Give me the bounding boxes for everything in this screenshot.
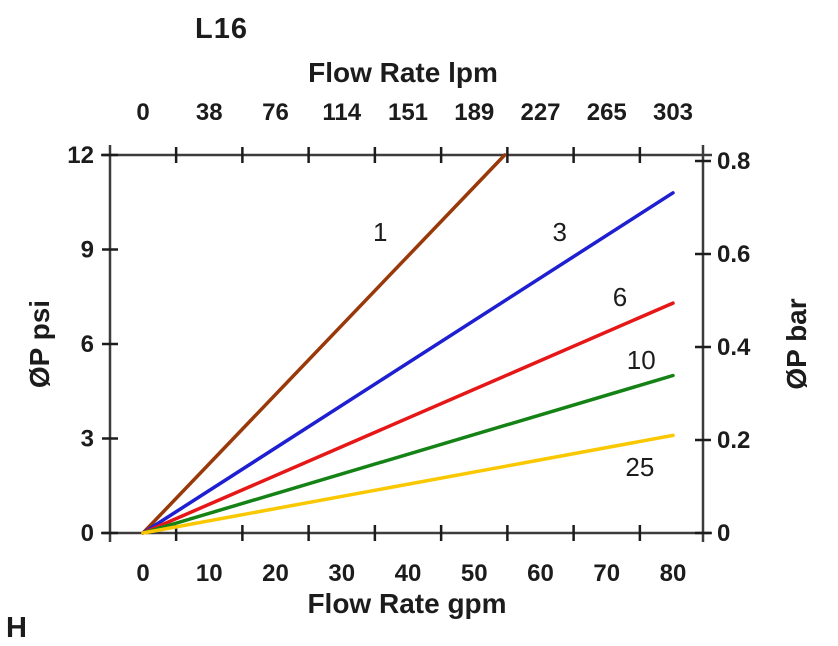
series-line-6 — [141, 301, 675, 535]
x-axis-top-tick-label: 114 — [322, 99, 361, 126]
y-axis-left-tick-label: 6 — [81, 331, 94, 358]
y-axis-right-tick-label: 0 — [717, 520, 730, 547]
y-axis-right-tick-label: 0.8 — [717, 148, 750, 175]
x-axis-bottom-tick-label: 10 — [196, 560, 223, 587]
y-axis-left-tick-label: 3 — [81, 426, 94, 453]
series-line-3 — [141, 191, 675, 535]
series-label-3: 3 — [552, 217, 566, 247]
x-axis-bottom-tick-label: 50 — [461, 560, 488, 587]
corner-label: H — [6, 612, 27, 644]
x-axis-bottom-tick-label: 60 — [527, 560, 554, 587]
series-label-25: 25 — [625, 452, 654, 482]
y-axis-right-tick-label: 0.2 — [717, 427, 750, 454]
x-axis-top-tick-label: 76 — [262, 99, 289, 126]
y-axis-left-tick-label: 0 — [81, 520, 94, 547]
x-axis-top-tick-label: 38 — [196, 99, 223, 126]
series-label-1: 1 — [373, 217, 387, 247]
x-axis-bottom-tick-label: 20 — [262, 560, 289, 587]
top-axis-title: Flow Rate lpm — [308, 57, 498, 88]
series-line-10 — [141, 373, 675, 535]
series-line-1 — [141, 153, 507, 535]
series-label-10: 10 — [627, 345, 656, 375]
series-line-25 — [141, 433, 675, 535]
x-axis-top-tick-label: 0 — [136, 99, 149, 126]
y-axis-right-tick-label: 0.4 — [717, 334, 751, 361]
page-title: L16 — [195, 13, 248, 45]
x-axis-top-tick-label: 189 — [454, 99, 494, 126]
x-axis-top-tick-label: 151 — [388, 99, 428, 126]
y-axis-left-tick-label: 12 — [67, 142, 94, 169]
x-axis-bottom-tick-label: 0 — [136, 560, 149, 587]
y-axis-left-tick-label: 9 — [81, 237, 94, 264]
x-axis-bottom-tick-label: 30 — [328, 560, 355, 587]
x-axis-top-tick-label: 303 — [653, 99, 693, 126]
x-axis-bottom-tick-label: 40 — [395, 560, 422, 587]
x-axis-top-tick-label: 227 — [520, 99, 560, 126]
bottom-axis-title: Flow Rate gpm — [307, 588, 507, 619]
x-axis-top-tick-label: 265 — [587, 99, 627, 126]
x-axis-bottom-tick-label: 80 — [660, 560, 687, 587]
series-label-6: 6 — [613, 282, 627, 312]
x-axis-bottom-tick-label: 70 — [593, 560, 620, 587]
y-axis-right-tick-label: 0.6 — [717, 241, 750, 268]
